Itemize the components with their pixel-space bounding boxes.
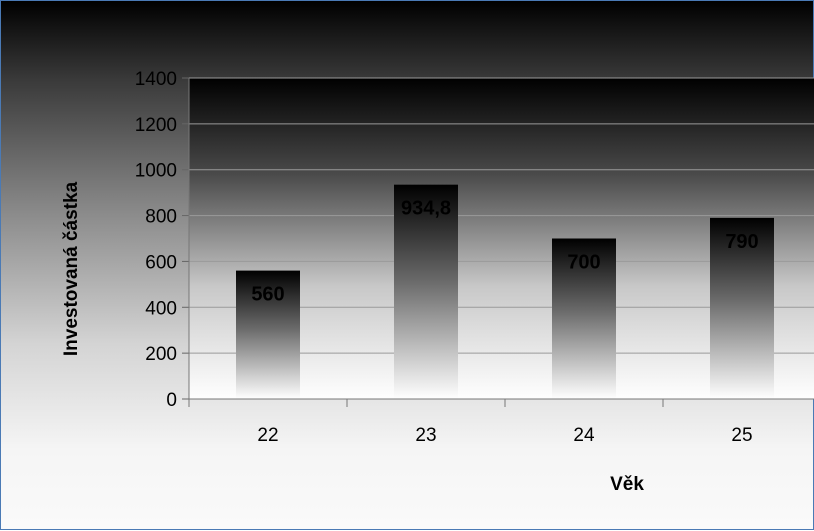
data-label: 700 — [567, 252, 600, 274]
x-tick-label: 23 — [415, 425, 436, 446]
bar — [552, 238, 616, 399]
data-label: 790 — [725, 231, 758, 253]
y-tick-label: 400 — [145, 298, 177, 319]
y-tick-label: 1200 — [135, 115, 177, 136]
y-axis-title: Investovaná částka — [61, 181, 82, 356]
x-tick-label: 25 — [731, 425, 752, 446]
labels: 0 200 400 600 800 1000 1200 1400 560 22 934,8 23 700… — [135, 69, 759, 446]
y-tick-label: 600 — [145, 252, 177, 273]
data-label: 934,8 — [401, 198, 451, 220]
y-tick-label: 800 — [145, 207, 177, 228]
x-tick-label: 22 — [257, 425, 278, 446]
y-tick-label: 1400 — [135, 69, 177, 90]
y-tick-label: 1000 — [135, 161, 177, 182]
bar — [236, 270, 300, 399]
x-axis-title: Věk — [610, 474, 644, 495]
axes — [182, 77, 814, 407]
data-label: 560 — [251, 284, 284, 306]
y-tick-label: 200 — [145, 344, 177, 365]
y-tick-label: 0 — [166, 390, 177, 411]
bar — [710, 217, 774, 399]
bar — [394, 184, 458, 399]
x-tick-label: 24 — [573, 425, 595, 446]
bars — [236, 184, 774, 399]
